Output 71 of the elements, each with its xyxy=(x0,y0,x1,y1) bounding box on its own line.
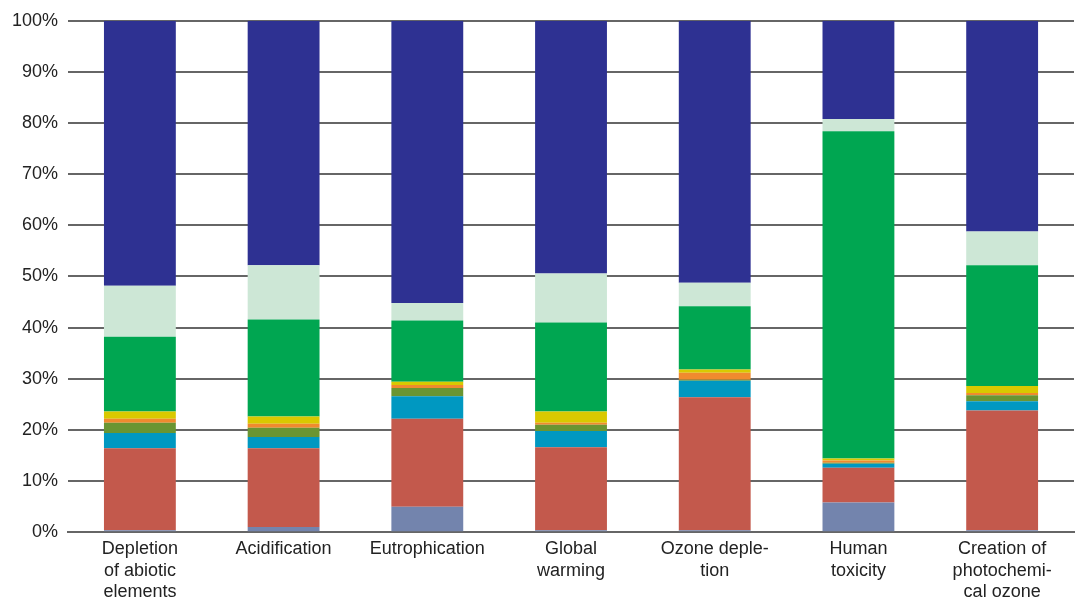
bar xyxy=(103,336,176,412)
bar xyxy=(966,231,1039,266)
bar xyxy=(966,265,1039,386)
y-tick-label: 100% xyxy=(11,9,59,30)
bar xyxy=(535,422,607,425)
bar xyxy=(247,423,320,428)
bar xyxy=(966,410,1039,531)
bar xyxy=(966,385,1039,394)
bar xyxy=(535,322,607,412)
bar xyxy=(966,401,1039,411)
x-tick-label: Acidification xyxy=(235,537,332,558)
bar xyxy=(678,369,751,373)
bar xyxy=(535,430,607,448)
bar xyxy=(966,395,1039,402)
bar xyxy=(678,306,751,370)
bar xyxy=(103,422,176,433)
bar xyxy=(535,411,607,423)
y-tick-label: 40% xyxy=(22,316,59,337)
y-tick-label: 0% xyxy=(32,521,59,542)
bar xyxy=(247,319,320,417)
bar xyxy=(391,20,464,304)
bar xyxy=(103,418,176,423)
y-tick-label: 20% xyxy=(22,418,59,439)
bar xyxy=(822,20,895,119)
bar xyxy=(966,20,1039,232)
bar xyxy=(535,20,607,274)
bar xyxy=(822,118,895,132)
bar xyxy=(678,372,751,380)
y-tick-label: 80% xyxy=(22,112,59,133)
bar xyxy=(822,463,895,468)
bar xyxy=(391,396,464,419)
bar xyxy=(822,467,895,503)
bar xyxy=(391,320,464,382)
bar xyxy=(247,427,320,438)
bar xyxy=(535,447,607,531)
bar xyxy=(535,273,607,323)
bar xyxy=(535,424,607,431)
bar xyxy=(247,20,320,266)
bar xyxy=(391,506,464,532)
y-tick-label: 70% xyxy=(22,163,59,184)
bar xyxy=(103,448,176,531)
bar xyxy=(966,393,1039,396)
x-tick-label: Ozone deple- tion xyxy=(660,537,769,580)
x-tick-label: Eutrophication xyxy=(369,537,485,558)
bar xyxy=(822,502,895,532)
y-tick-label: 50% xyxy=(22,265,59,286)
x-tick-label: Human toxicity xyxy=(829,537,888,580)
bar xyxy=(678,397,751,531)
y-tick-label: 10% xyxy=(22,470,59,491)
bar xyxy=(678,380,751,398)
bar xyxy=(103,285,176,337)
bar xyxy=(678,282,751,307)
bar xyxy=(247,527,320,532)
x-tick-label: Depletion of abiotic elements xyxy=(101,537,178,602)
bar xyxy=(822,131,895,459)
bar xyxy=(247,265,320,320)
y-tick-label: 30% xyxy=(22,367,59,388)
bar xyxy=(247,437,320,449)
bar xyxy=(391,387,464,397)
bar xyxy=(103,411,176,419)
bar xyxy=(247,448,320,528)
y-tick-label: 90% xyxy=(22,60,59,81)
x-tick-label: Creation of photochemi- cal ozone xyxy=(952,537,1052,602)
bar xyxy=(103,432,176,449)
bar xyxy=(391,418,464,507)
bar xyxy=(103,20,176,286)
bar xyxy=(247,416,320,424)
x-tick-label: Global warming xyxy=(536,537,606,580)
bar xyxy=(391,303,464,321)
y-tick-label: 60% xyxy=(22,214,59,235)
bar xyxy=(678,20,751,283)
